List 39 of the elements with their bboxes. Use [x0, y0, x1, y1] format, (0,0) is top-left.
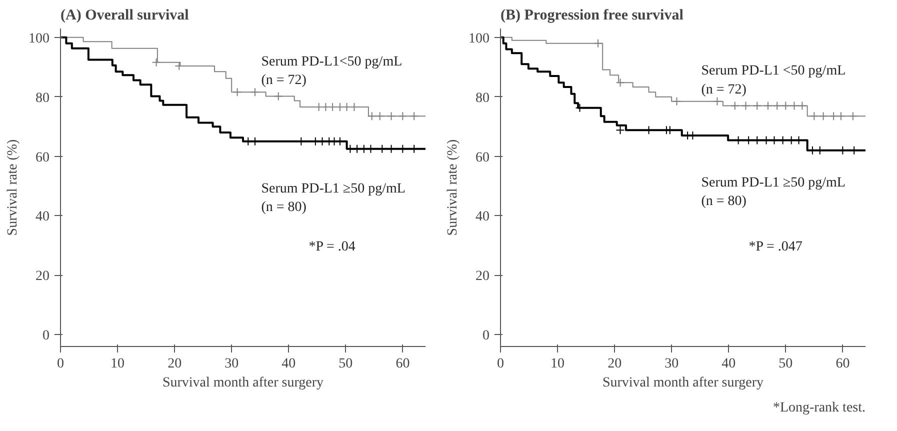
- x-axis-title: Survival month after surgery: [602, 376, 764, 390]
- x-tick-label: 40: [722, 356, 736, 372]
- x-tick-label: 60: [836, 356, 850, 372]
- y-tick-label: 100: [468, 31, 490, 46]
- annotation: *P = .047: [748, 239, 802, 254]
- series-label: Serum PD-L1<50 pg/mL (n = 72): [261, 54, 402, 88]
- y-tick-label: 40: [476, 210, 490, 225]
- x-tick-label: 50: [338, 356, 353, 372]
- y-tick-label: 40: [36, 210, 50, 225]
- text: *Long-rank test.: [772, 400, 866, 416]
- y-tick-label: 100: [28, 31, 50, 46]
- chart-title: (A) Overall survival: [60, 8, 189, 24]
- x-tick-label: 0: [497, 356, 504, 372]
- annotation: *P = .04: [308, 239, 356, 254]
- y-axis-title: Survival rate (%): [6, 138, 20, 236]
- series-label: Serum PD-L1 <50 pg/mL (n = 72): [701, 64, 846, 98]
- chart-title: (B) Progression free survival: [500, 8, 684, 24]
- x-axis-title: Survival month after surgery: [162, 376, 324, 390]
- x-tick-label: 20: [608, 356, 622, 372]
- series-label: Serum PD-L1 ≥50 pg/mL (n = 80): [701, 175, 846, 210]
- y-tick-label: 80: [36, 90, 50, 106]
- x-tick-label: 50: [778, 356, 793, 372]
- x-tick-label: 10: [550, 356, 565, 372]
- y-tick-label: 80: [476, 90, 490, 106]
- y-tick-label: 20: [36, 269, 50, 284]
- y-tick-label: 0: [42, 328, 50, 344]
- x-tick-label: 10: [110, 356, 125, 372]
- text: Serum PD-L1 ≥50 pg/mL (n = 80): [261, 181, 406, 216]
- x-tick-label: 20: [168, 356, 182, 372]
- x-tick-label: 30: [224, 356, 239, 372]
- x-tick-label: 60: [396, 356, 410, 372]
- y-tick-label: 60: [476, 150, 490, 166]
- y-tick-label: 20: [476, 269, 490, 284]
- y-axis-title: Survival rate (%): [446, 138, 460, 236]
- y-tick-label: 60: [36, 150, 50, 166]
- x-tick-label: 30: [664, 356, 679, 372]
- x-tick-label: 40: [282, 356, 296, 372]
- y-tick-label: 0: [482, 328, 490, 344]
- x-tick-label: 0: [57, 356, 64, 372]
